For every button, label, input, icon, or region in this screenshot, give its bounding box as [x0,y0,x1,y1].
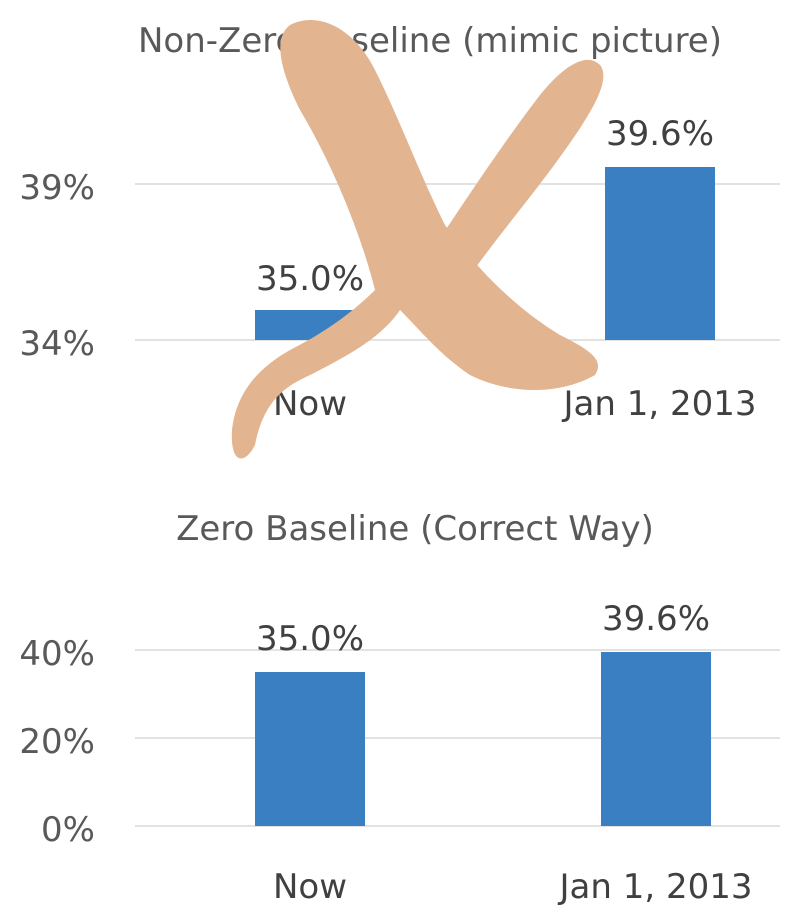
data-label: 39.6% [602,599,710,639]
y-tick-label: 0% [41,810,95,850]
category-label: Jan 1, 2013 [562,384,757,424]
data-label: 39.6% [606,114,714,154]
chart-title: Zero Baseline (Correct Way) [176,509,654,549]
category-label: Jan 1, 2013 [558,867,753,907]
bar-jan-2013 [601,652,711,826]
y-tick-label: 40% [19,634,95,674]
bar-jan-2013 [605,167,715,340]
y-tick-label: 39% [19,168,95,208]
data-label: 35.0% [256,619,364,659]
category-label: Now [273,867,347,907]
y-tick-label: 20% [19,722,95,762]
y-tick-label: 34% [19,324,95,364]
bar-now [255,672,365,826]
cross-out-x-mark [231,20,604,459]
data-label: 35.0% [256,259,364,299]
chart-zero-baseline: Zero Baseline (Correct Way) 40% 20% 0% 3… [19,509,780,907]
category-label: Now [273,384,347,424]
chart-title: Non-Zero Baseline (mimic picture) [138,21,722,61]
